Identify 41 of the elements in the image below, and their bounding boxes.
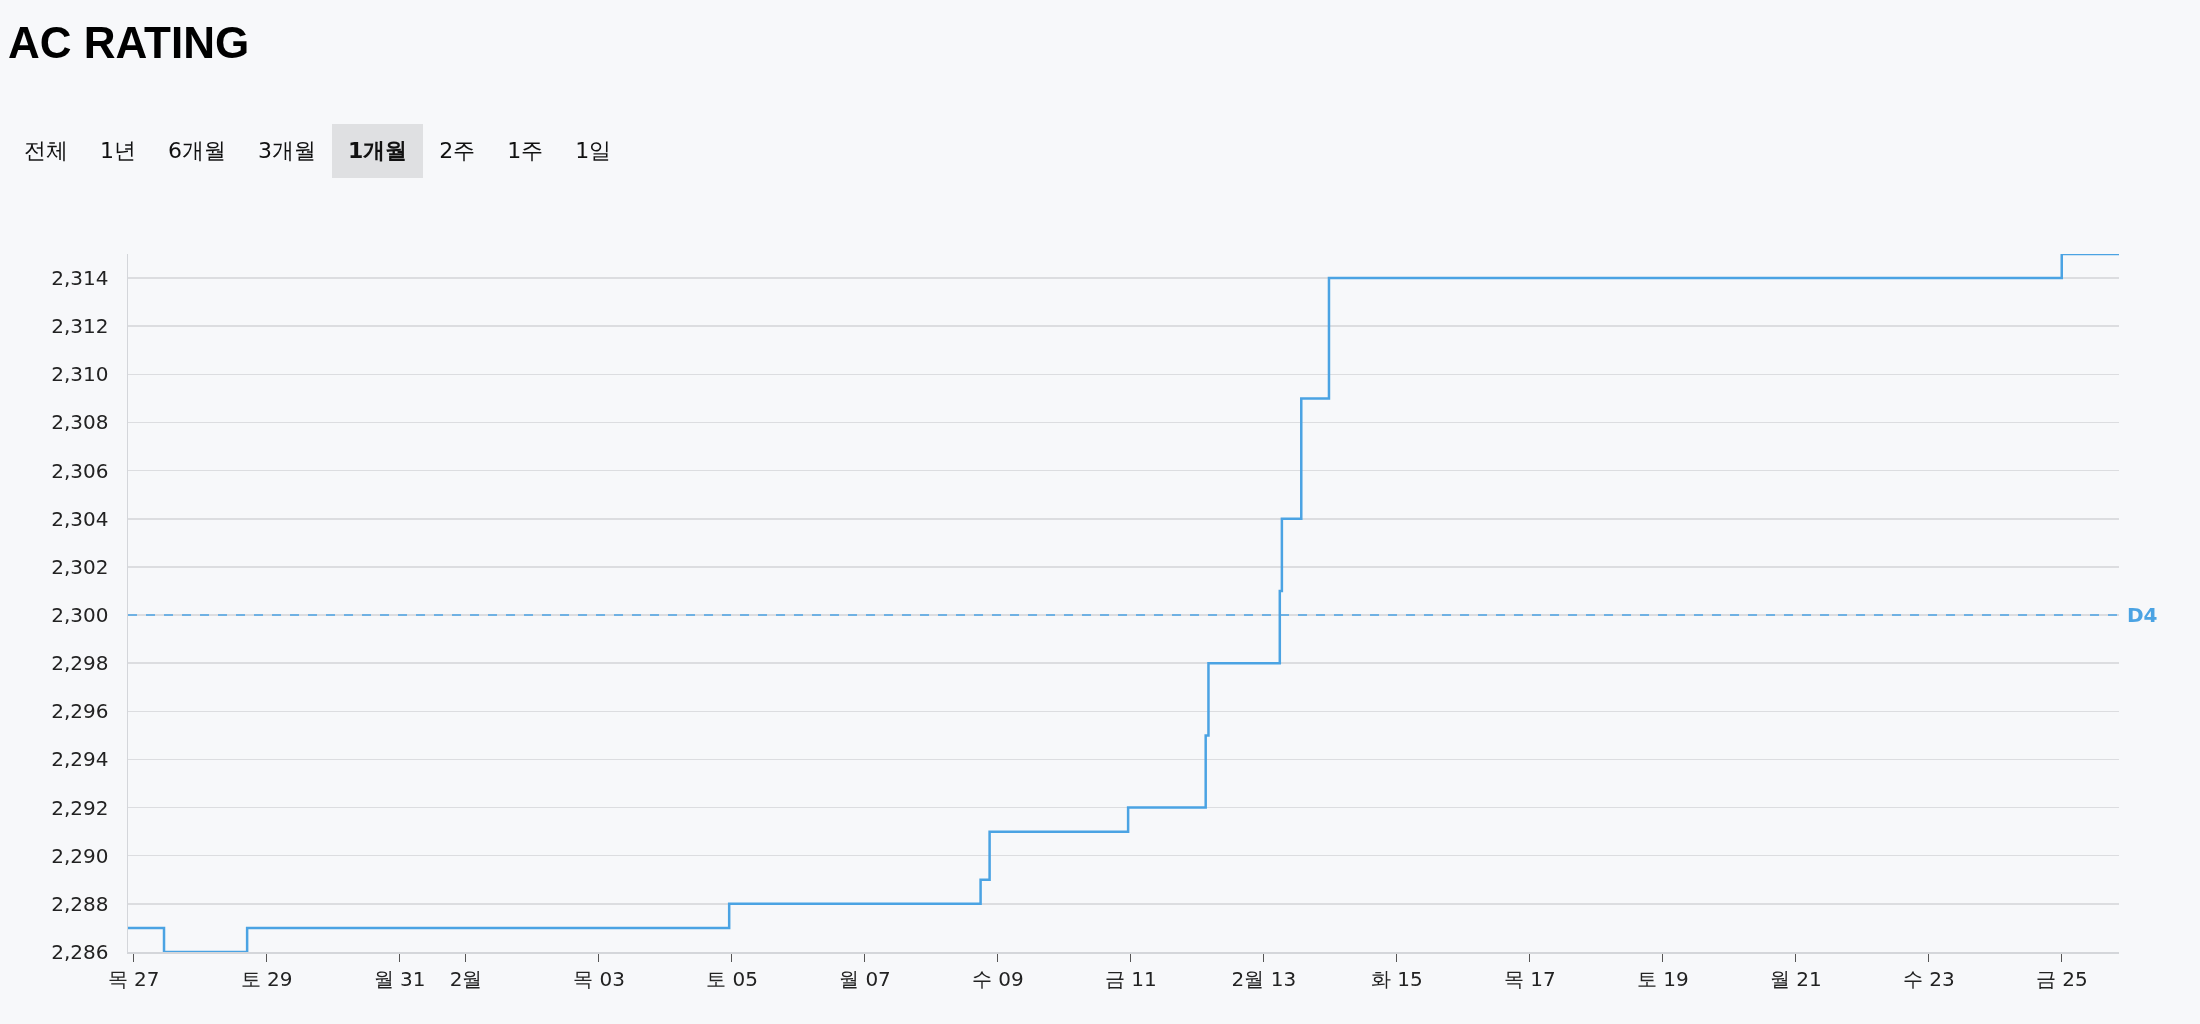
x-tick-label: 토 05 bbox=[706, 966, 758, 991]
y-tick-label: 2,314 bbox=[51, 266, 109, 291]
y-tick-label: 2,304 bbox=[51, 506, 109, 531]
x-tick-label: 금 11 bbox=[1104, 966, 1157, 991]
y-tick-label: 2,290 bbox=[51, 843, 109, 868]
y-tick-label: 2,296 bbox=[51, 699, 109, 724]
x-tick-label: 수 09 bbox=[972, 966, 1024, 991]
y-tick-label: 2,312 bbox=[51, 314, 109, 339]
text: 1년 bbox=[99, 137, 137, 165]
y-tick-label: 2,298 bbox=[51, 651, 109, 676]
text: 1개월 bbox=[332, 124, 424, 178]
y-tick-label: 2,310 bbox=[51, 362, 109, 387]
x-tick-label: 목 27 bbox=[107, 966, 160, 991]
text: 3개월 bbox=[257, 137, 317, 165]
y-tick-label: 2,292 bbox=[51, 795, 109, 820]
y-tick-label: 2,302 bbox=[51, 554, 109, 579]
y-tick-label: 2,308 bbox=[51, 410, 109, 435]
y-tick-label: 2,306 bbox=[51, 458, 109, 483]
x-tick-label: 토 19 bbox=[1636, 966, 1689, 991]
x-tick-label: 금 25 bbox=[2035, 966, 2088, 991]
x-tick-label: 2월 13 bbox=[1231, 966, 1297, 991]
x-tick-label: 월 07 bbox=[839, 966, 891, 991]
x-tick-label: 목 03 bbox=[573, 966, 625, 991]
x-tick-label: 2월 bbox=[449, 966, 483, 991]
text: 1주 bbox=[506, 137, 545, 165]
x-tick-label: 목 17 bbox=[1503, 966, 1556, 991]
text: 6개월 bbox=[167, 137, 227, 165]
x-tick-label: 수 23 bbox=[1902, 966, 1955, 991]
x-tick-label: 화 15 bbox=[1370, 966, 1423, 991]
chart-title: AC RATING bbox=[8, 18, 250, 68]
text: 전체 bbox=[23, 137, 69, 165]
x-tick-label: 토 29 bbox=[240, 966, 293, 991]
y-tick-label: 2,294 bbox=[51, 747, 109, 772]
y-tick-label: 2,300 bbox=[51, 603, 109, 628]
text: 1일 bbox=[574, 137, 613, 165]
x-tick-label: 월 31 bbox=[373, 966, 426, 991]
ref-line-label: D4 bbox=[2127, 603, 2158, 627]
y-tick-label: 2,286 bbox=[51, 940, 109, 964]
text: 2주 bbox=[438, 137, 477, 165]
y-tick-label: 2,288 bbox=[51, 891, 109, 916]
x-tick-label: 월 21 bbox=[1769, 966, 1822, 991]
